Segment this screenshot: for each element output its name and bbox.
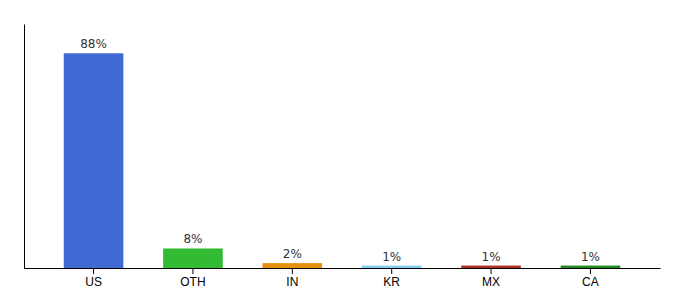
- x-axis: US OTH IN KR MX CA: [25, 268, 661, 289]
- x-tick-label: IN: [286, 275, 298, 289]
- bar: [461, 266, 521, 268]
- bar: [561, 266, 621, 268]
- x-tick: KR: [383, 268, 400, 289]
- x-tick-label: US: [85, 275, 102, 289]
- x-tick: MX: [482, 268, 500, 289]
- data-label: 88%: [80, 37, 107, 51]
- bar: [362, 266, 422, 268]
- data-label: 1%: [382, 250, 401, 264]
- x-tick-mark: [292, 268, 293, 274]
- bar: [64, 53, 124, 268]
- y-axis: [24, 25, 25, 269]
- x-tick-label: CA: [582, 275, 599, 289]
- data-label: 1%: [581, 250, 600, 264]
- x-tick-label: OTH: [180, 275, 205, 289]
- x-tick-mark: [391, 268, 392, 274]
- x-tick-label: MX: [482, 275, 500, 289]
- x-tick: US: [85, 268, 102, 289]
- x-tick-mark: [491, 268, 492, 274]
- x-tick-label: KR: [383, 275, 400, 289]
- data-label: 8%: [183, 232, 202, 246]
- bars: [64, 53, 621, 268]
- data-label: 1%: [482, 250, 501, 264]
- x-tick-mark: [590, 268, 591, 274]
- plot: US OTH IN KR MX CA 88% 8% 2% 1% 1% 1%: [25, 25, 661, 289]
- data-labels: 88% 8% 2% 1% 1% 1%: [80, 37, 600, 263]
- bar: [263, 263, 323, 268]
- y-axis-line: [24, 25, 25, 269]
- x-tick: CA: [582, 268, 599, 289]
- chart: US OTH IN KR MX CA 88% 8% 2% 1% 1% 1%: [0, 0, 680, 300]
- x-tick: OTH: [180, 268, 205, 289]
- bar: [163, 248, 223, 268]
- x-tick-mark: [192, 268, 193, 274]
- x-tick-mark: [93, 268, 94, 274]
- x-tick: IN: [286, 268, 298, 289]
- x-axis-line: [25, 268, 661, 269]
- data-label: 2%: [283, 247, 302, 261]
